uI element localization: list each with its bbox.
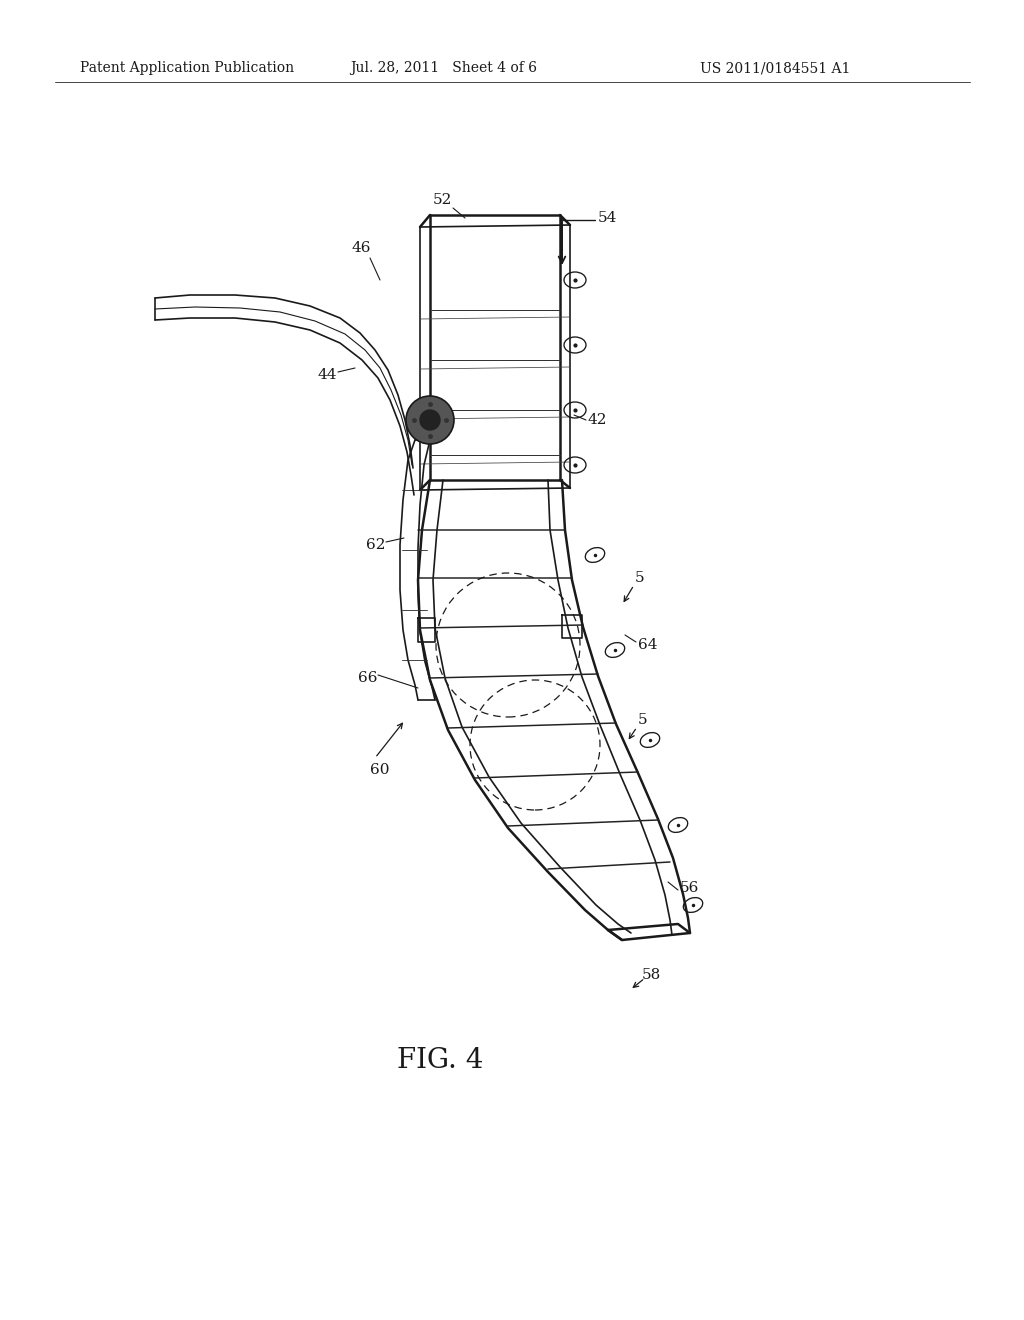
Text: 62: 62 <box>366 539 385 552</box>
Text: 46: 46 <box>352 242 372 255</box>
Text: 42: 42 <box>588 413 607 426</box>
Text: 60: 60 <box>370 763 389 777</box>
Text: 5: 5 <box>635 572 645 585</box>
Text: Jul. 28, 2011   Sheet 4 of 6: Jul. 28, 2011 Sheet 4 of 6 <box>350 61 537 75</box>
Circle shape <box>420 411 440 430</box>
Text: 44: 44 <box>318 368 338 381</box>
Text: FIG. 4: FIG. 4 <box>397 1047 483 1073</box>
Text: 52: 52 <box>433 193 453 207</box>
Text: 5: 5 <box>638 713 647 727</box>
Text: 56: 56 <box>680 880 699 895</box>
Circle shape <box>406 396 454 444</box>
Text: Patent Application Publication: Patent Application Publication <box>80 61 294 75</box>
Text: 64: 64 <box>638 638 657 652</box>
Text: 54: 54 <box>598 211 617 224</box>
Text: 58: 58 <box>642 968 662 982</box>
Text: 66: 66 <box>358 671 378 685</box>
Text: US 2011/0184551 A1: US 2011/0184551 A1 <box>700 61 850 75</box>
